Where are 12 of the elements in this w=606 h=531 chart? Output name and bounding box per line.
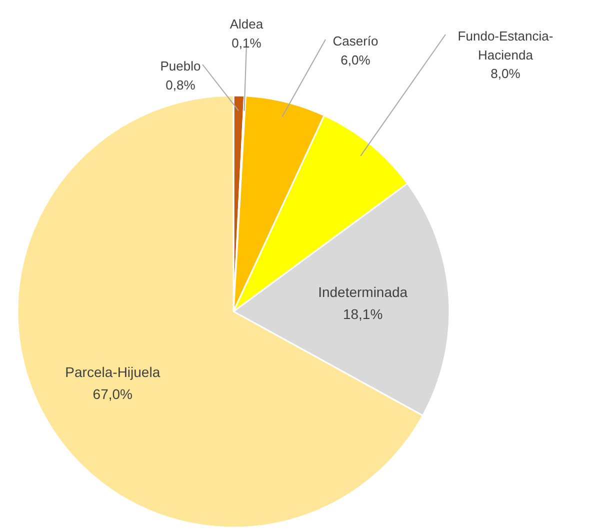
data-label: 0,8%	[166, 77, 196, 92]
data-label: 0,1%	[232, 35, 262, 50]
slice-label: Aldea	[230, 16, 264, 32]
slice-label: Indeterminada	[318, 284, 408, 300]
slice-label: Fundo-Estancia-Hacienda	[458, 28, 554, 62]
slice-label: Caserío	[332, 34, 378, 48]
data-label: 67,0%	[92, 386, 133, 402]
slice-label: Parcela-Hijuela	[65, 364, 160, 380]
data-label: 8,0%	[490, 66, 521, 81]
slice-label: Pueblo	[160, 58, 201, 74]
data-label: 6,0%	[340, 52, 371, 68]
data-label: 18,1%	[342, 306, 383, 322]
